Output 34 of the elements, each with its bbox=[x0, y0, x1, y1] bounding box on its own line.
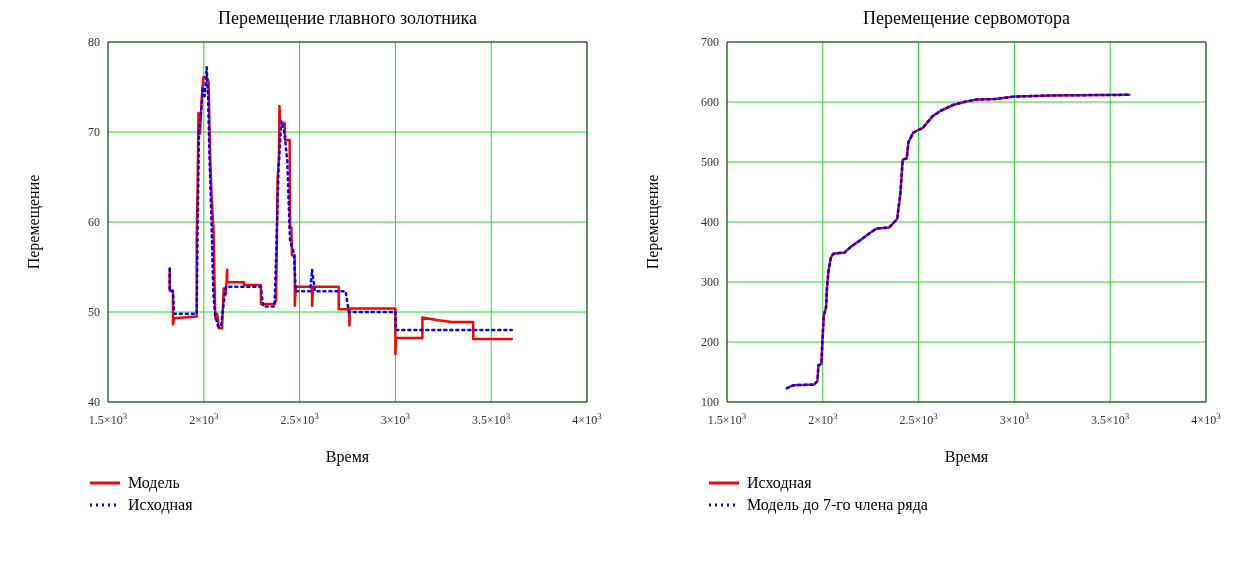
y-tick-label: 400 bbox=[701, 215, 719, 230]
x-tick-label: 1.5×10$^{3}$ bbox=[707, 411, 747, 427]
x-tick-label: 3.5×10$^{3}$ bbox=[472, 411, 511, 427]
y-tick-label: 60 bbox=[88, 215, 100, 230]
y-tick-label: 70 bbox=[88, 125, 100, 140]
legend-label: Модель до 7-го члена ряда bbox=[747, 496, 928, 514]
x-tick-label: 3×10$^{3}$ bbox=[999, 411, 1030, 427]
y-axis-title: Перемещение bbox=[643, 174, 662, 270]
y-tick-label: 50 bbox=[88, 305, 100, 320]
x-tick-label: 3.5×10$^{3}$ bbox=[1091, 411, 1130, 427]
y-axis-title: Перемещение bbox=[24, 174, 43, 270]
chart-title: Перемещение главного золотника bbox=[216, 8, 479, 30]
x-tick-label: 2.5×10$^{3}$ bbox=[899, 411, 939, 427]
x-tick-label: 2.5×10$^{3}$ bbox=[280, 411, 320, 427]
y-tick-label: 40 bbox=[88, 395, 100, 410]
legend-label: Исходная bbox=[747, 474, 812, 492]
y-tick-label: 600 bbox=[701, 95, 719, 110]
y-tick-label: 200 bbox=[701, 335, 719, 350]
x-tick-label: 2×10$^{3}$ bbox=[189, 411, 219, 427]
legend-label: Исходная bbox=[128, 496, 193, 514]
y-tick-label: 300 bbox=[701, 275, 719, 290]
x-axis-title: Время bbox=[325, 448, 370, 466]
x-tick-label: 4×10$^{3}$ bbox=[1191, 411, 1222, 427]
chart-title: Перемещение сервомотора bbox=[862, 8, 1071, 30]
y-tick-label: 500 bbox=[701, 155, 719, 170]
x-tick-label: 3×10$^{3}$ bbox=[380, 411, 411, 427]
x-tick-label: 4×10$^{3}$ bbox=[572, 411, 603, 427]
y-tick-label: 80 bbox=[88, 35, 100, 50]
x-tick-label: 2×10$^{3}$ bbox=[808, 411, 838, 427]
legend-label: Модель bbox=[128, 474, 180, 492]
x-tick-label: 1.5×10$^{3}$ bbox=[88, 411, 128, 427]
y-tick-label: 100 bbox=[701, 395, 719, 410]
x-axis-title: Время bbox=[944, 448, 989, 466]
y-tick-label: 700 bbox=[701, 35, 719, 50]
